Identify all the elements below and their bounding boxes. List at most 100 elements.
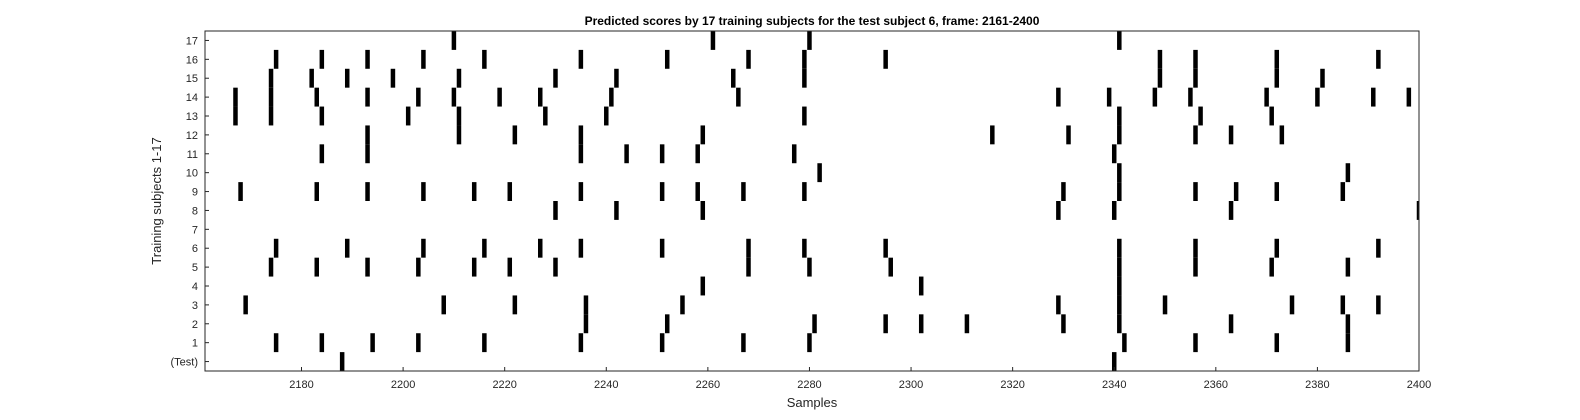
event-mark — [1228, 201, 1234, 220]
event-mark — [390, 68, 396, 88]
event-mark — [578, 182, 584, 201]
event-mark — [421, 238, 426, 258]
event-mark — [1157, 49, 1163, 69]
event-mark — [1117, 295, 1122, 315]
event-mark — [1264, 87, 1269, 107]
event-mark — [1228, 314, 1234, 334]
event-mark — [604, 106, 609, 126]
event-mark — [319, 106, 325, 126]
event-mark — [1117, 257, 1122, 277]
x-tick-label: 2180 — [289, 379, 313, 391]
event-mark — [268, 68, 274, 88]
event-mark — [1117, 276, 1122, 296]
event-mark — [659, 144, 665, 164]
event-mark — [1345, 333, 1351, 353]
event-mark — [273, 238, 279, 258]
event-mark — [416, 333, 421, 353]
plot-area-frame — [204, 30, 1420, 372]
event-mark — [309, 68, 314, 88]
event-mark — [1117, 106, 1122, 126]
event-mark — [1274, 68, 1280, 88]
event-mark — [741, 182, 746, 201]
event-mark — [731, 68, 736, 88]
event-mark — [1117, 314, 1122, 334]
event-mark — [664, 314, 670, 334]
event-mark — [578, 49, 584, 69]
event-mark — [1188, 87, 1193, 107]
event-mark — [1320, 68, 1325, 88]
event-mark — [659, 182, 665, 201]
event-mark — [1193, 182, 1198, 201]
y-tick-label: (Test) — [171, 357, 199, 369]
event-mark — [1117, 31, 1122, 50]
event-mark — [365, 49, 370, 69]
event-mark — [1157, 68, 1163, 88]
event-mark — [700, 125, 706, 145]
event-mark — [1193, 257, 1198, 277]
event-mark — [802, 68, 807, 88]
x-tick-label: 2360 — [1204, 379, 1228, 391]
event-mark — [1056, 201, 1061, 220]
event-mark — [268, 106, 274, 126]
event-mark — [1340, 182, 1346, 201]
event-mark — [451, 87, 457, 107]
event-mark — [802, 238, 807, 258]
event-mark — [543, 106, 548, 126]
chart-title: Predicted scores by 17 training subjects… — [585, 14, 1040, 28]
event-mark — [578, 333, 584, 353]
event-mark — [1056, 87, 1061, 107]
event-mark — [659, 333, 665, 353]
event-mark — [1193, 68, 1198, 88]
x-tick-label: 2220 — [492, 379, 516, 391]
event-mark — [664, 49, 670, 69]
event-mark — [421, 49, 426, 69]
event-mark — [344, 68, 350, 88]
event-mark — [314, 87, 319, 107]
event-mark — [456, 125, 462, 145]
event-mark — [456, 106, 462, 126]
event-mark — [1279, 125, 1285, 145]
x-tick-label: 2280 — [797, 379, 821, 391]
event-mark — [507, 182, 513, 201]
event-mark — [990, 125, 995, 145]
event-mark — [1416, 201, 1419, 220]
event-mark — [746, 238, 751, 258]
y-tick-label: 17 — [186, 35, 198, 47]
event-mark — [1106, 87, 1112, 107]
event-mark — [538, 238, 543, 258]
y-tick-label: 12 — [186, 130, 198, 142]
event-mark — [1152, 87, 1158, 107]
event-mark — [1117, 163, 1122, 183]
y-tick-label: 1 — [192, 338, 198, 350]
event-mark — [746, 49, 751, 69]
event-mark — [1193, 49, 1198, 69]
event-mark — [268, 87, 274, 107]
event-mark — [791, 144, 797, 164]
event-mark — [1269, 257, 1274, 277]
y-axis-label: Training subjects 1-17 — [149, 137, 164, 264]
x-tick-label: 2380 — [1305, 379, 1329, 391]
y-tick-label: 11 — [187, 149, 198, 161]
event-mark — [1345, 257, 1351, 277]
event-mark — [1117, 238, 1122, 258]
event-mark — [1233, 182, 1239, 201]
y-tick-label: 3 — [192, 300, 198, 312]
event-mark — [807, 31, 812, 50]
event-mark — [1056, 295, 1061, 315]
event-mark — [614, 201, 619, 220]
event-mark — [1376, 295, 1381, 315]
event-mark — [883, 314, 888, 334]
event-mark — [482, 333, 487, 353]
event-mark — [441, 295, 446, 315]
x-tick-label: 2340 — [1102, 379, 1126, 391]
x-axis-ticks: 2180 2200 2220 2240 2260 2280 2300 2320 2340 2360… — [289, 367, 1431, 391]
event-mark — [273, 333, 279, 353]
x-tick-label: 2260 — [696, 379, 720, 391]
event-mark — [370, 333, 375, 353]
event-mark — [243, 295, 248, 315]
x-axis-label: Samples — [787, 395, 838, 410]
y-tick-label: 6 — [192, 243, 198, 255]
event-mark — [1198, 106, 1203, 126]
